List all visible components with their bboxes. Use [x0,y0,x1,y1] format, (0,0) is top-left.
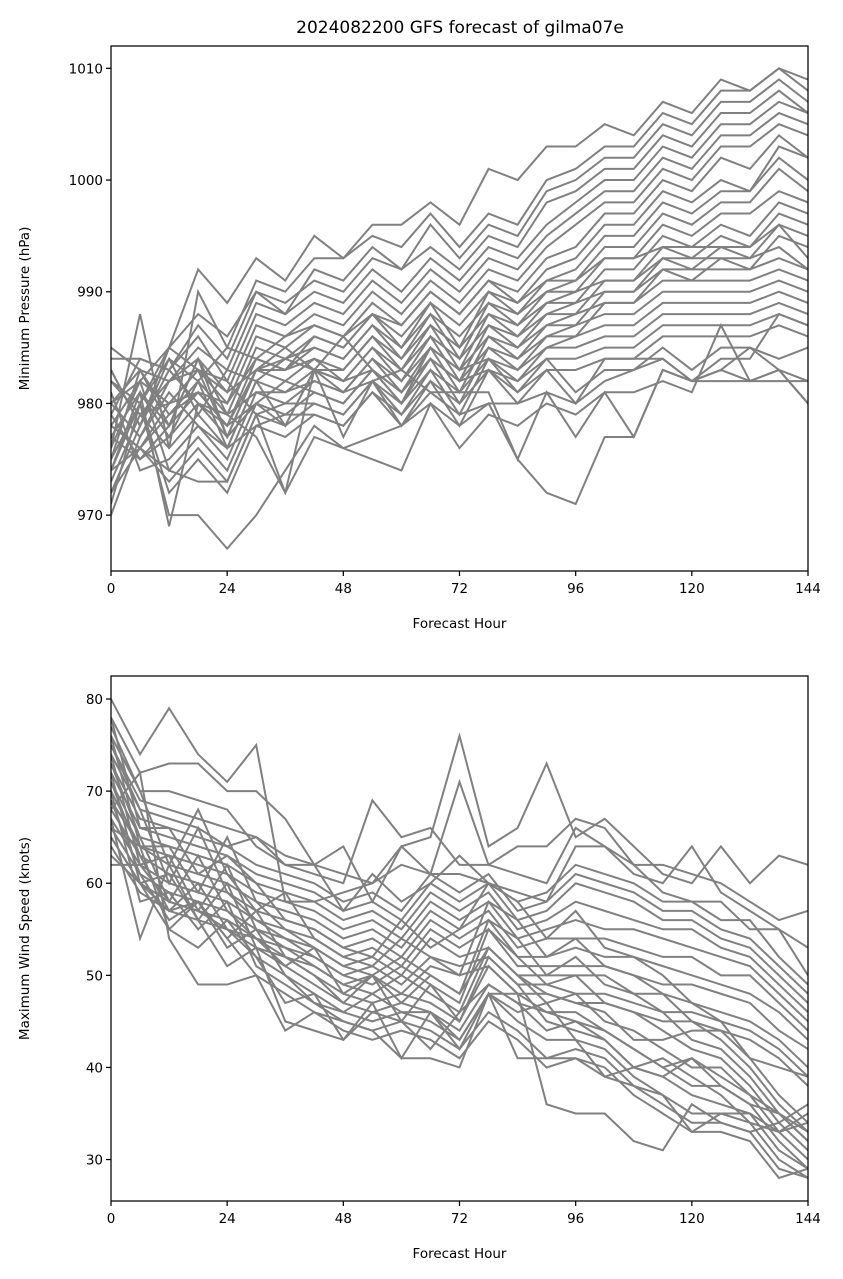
pressure-y-axis-label: Minimum Pressure (hPa) [17,227,33,391]
pressure-x-tick-label: 48 [335,581,352,597]
pressure-series-line-1 [111,67,808,427]
wind-x-tick-label: 120 [679,1211,705,1227]
pressure-x-tick-label: 144 [795,581,821,597]
pressure-y-tick-label: 1010 [69,61,103,77]
pressure-series-line-31 [111,322,808,496]
wind-y-tick-label: 70 [86,784,103,800]
wind-series-line-31 [111,863,808,1078]
pressure-x-tick-label: 24 [219,581,236,597]
wind-y-tick-label: 40 [86,1060,103,1076]
wind-series-line-22 [111,772,808,1170]
wind-y-axis-label: Maximum Wind Speed (knots) [17,837,33,1040]
wind-x-tick-label: 24 [219,1211,236,1227]
wind-x-tick-label: 0 [107,1211,116,1227]
pressure-y-tick-label: 980 [77,396,103,412]
pressure-series-group [111,67,808,551]
pressure-series-line-4 [111,89,808,372]
wind-series-group [111,698,808,1180]
pressure-panel: 0 24 48 72 96 120 144 970 980 990 1000 1010 Forecast… [17,45,821,632]
wind-y-tick-label: 60 [86,876,103,892]
wind-series-line-6 [111,763,808,995]
pressure-y-tick-label: 990 [77,285,103,301]
pressure-x-tick-label: 96 [567,581,584,597]
wind-speed-panel: 0 24 48 72 96 120 144 30 40 50 60 70 80 Forecast Hour… [17,675,821,1262]
wind-x-tick-label: 96 [567,1211,584,1227]
pressure-series-line-30 [111,368,808,551]
wind-series-line-16 [111,717,808,1124]
wind-series-line-17 [111,726,808,1133]
chart-title: 2024082200 GFS forecast of gilma07e [296,18,624,38]
wind-series-line-27 [111,818,808,1152]
wind-series-line-1 [111,698,808,903]
wind-y-tick-label: 50 [86,968,103,984]
pressure-series-line-17 [111,223,808,429]
wind-x-tick-label: 144 [795,1211,821,1227]
pressure-y-tick-label: 970 [77,508,103,524]
pressure-series-line-3 [111,78,808,460]
wind-series-line-29 [111,836,808,1133]
wind-series-line-3 [111,735,808,949]
wind-x-axis-label: Forecast Hour [413,1246,507,1262]
wind-y-tick-label: 80 [86,692,103,708]
pressure-y-tick-label: 1000 [69,173,103,189]
pressure-series-line-19 [111,257,808,417]
pressure-series-line-27 [111,334,808,496]
pressure-x-tick-label: 72 [451,581,468,597]
pressure-x-tick-label: 0 [107,581,116,597]
wind-y-tick-label: 30 [86,1153,103,1169]
pressure-x-tick-label: 120 [679,581,705,597]
wind-series-line-26 [111,770,808,1134]
pressure-x-axis-label: Forecast Hour [413,616,507,632]
pressure-series-line-18 [111,245,808,405]
wind-series-line-2 [111,716,808,922]
wind-series-line-19 [111,744,808,1152]
wind-x-tick-label: 72 [451,1211,468,1227]
wind-x-tick-label: 48 [335,1211,352,1227]
wind-series-line-30 [111,854,808,1133]
